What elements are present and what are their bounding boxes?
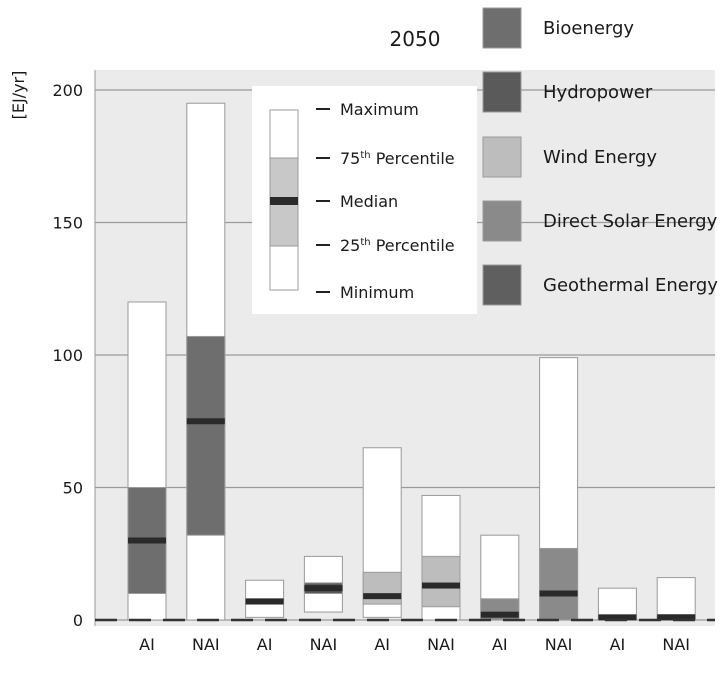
- bar-interquartile: [539, 547, 579, 621]
- bar-group: [186, 102, 226, 621]
- y-tick-label: 50: [63, 479, 83, 498]
- series-legend-swatch: [482, 200, 522, 242]
- box-legend-label: Median: [340, 192, 398, 211]
- y-tick-label: 100: [52, 346, 83, 365]
- box-legend-median: [270, 197, 298, 205]
- x-tick-label: AI: [257, 635, 273, 654]
- x-tick-label: AI: [610, 635, 626, 654]
- box-legend-label: 75th Percentile: [340, 149, 455, 168]
- bar-range: [656, 577, 696, 621]
- bar-group: [597, 587, 637, 621]
- series-legend: Bioenergy Hydropower Wind Energy Direct Sol…: [482, 7, 718, 306]
- bar-group: [303, 555, 343, 613]
- series-legend-label: Geothermal Energy: [543, 275, 718, 296]
- bars: [127, 102, 696, 621]
- bar-median: [186, 418, 225, 425]
- x-tick-label: AI: [374, 635, 390, 654]
- x-tick-label: AI: [492, 635, 508, 654]
- box-legend: Maximum 75th Percentile Median 25th Percent…: [252, 86, 477, 314]
- bar-median: [657, 614, 696, 621]
- y-axis-label: [EJ/yr]: [9, 71, 28, 120]
- bar-group: [656, 577, 696, 621]
- series-legend-swatch: [482, 71, 522, 113]
- bar-interquartile: [362, 571, 402, 605]
- bar-group: [480, 534, 520, 621]
- y-tick-label: 200: [52, 81, 83, 100]
- bar-group: [127, 301, 167, 621]
- bar-interquartile: [421, 555, 461, 608]
- x-tick-label: NAI: [192, 635, 220, 654]
- series-legend-swatch: [482, 7, 522, 49]
- x-tick-label: AI: [139, 635, 155, 654]
- bar-median: [363, 593, 402, 600]
- chart-title: 2050: [390, 27, 441, 51]
- series-legend-swatch: [482, 136, 522, 178]
- bar-median: [598, 614, 637, 621]
- x-tick-label: NAI: [545, 635, 573, 654]
- series-legend-label: Bioenergy: [543, 18, 634, 39]
- y-tick-label: 150: [52, 214, 83, 233]
- bar-interquartile: [186, 335, 226, 536]
- series-legend-label: Direct Solar Energy: [543, 211, 718, 232]
- bar-group: [245, 579, 285, 618]
- bar-median: [128, 537, 166, 544]
- box-legend-label: Maximum: [340, 100, 419, 119]
- bar-median: [304, 585, 343, 592]
- y-axis: 0 50 100 150 200: [52, 70, 96, 630]
- box-legend-label: Minimum: [340, 283, 414, 302]
- bar-median: [539, 590, 578, 597]
- series-legend-label: Hydropower: [543, 82, 653, 103]
- series-legend-label: Wind Energy: [543, 147, 657, 168]
- x-tick-label: NAI: [662, 635, 690, 654]
- bar-median: [422, 582, 460, 589]
- bar-median: [245, 598, 284, 605]
- y-tick-label: 0: [73, 611, 83, 630]
- box-legend-label: 25th Percentile: [340, 236, 455, 255]
- bar-median: [480, 611, 519, 618]
- x-tick-label: NAI: [310, 635, 338, 654]
- x-tick-label: NAI: [427, 635, 455, 654]
- bar-group: [362, 447, 402, 618]
- series-legend-swatch: [482, 264, 522, 306]
- bar-group: [421, 494, 461, 621]
- bar-group: [539, 357, 579, 621]
- x-axis: AI NAI AI NAI AI NAI AI NAI AI NAI: [95, 618, 715, 654]
